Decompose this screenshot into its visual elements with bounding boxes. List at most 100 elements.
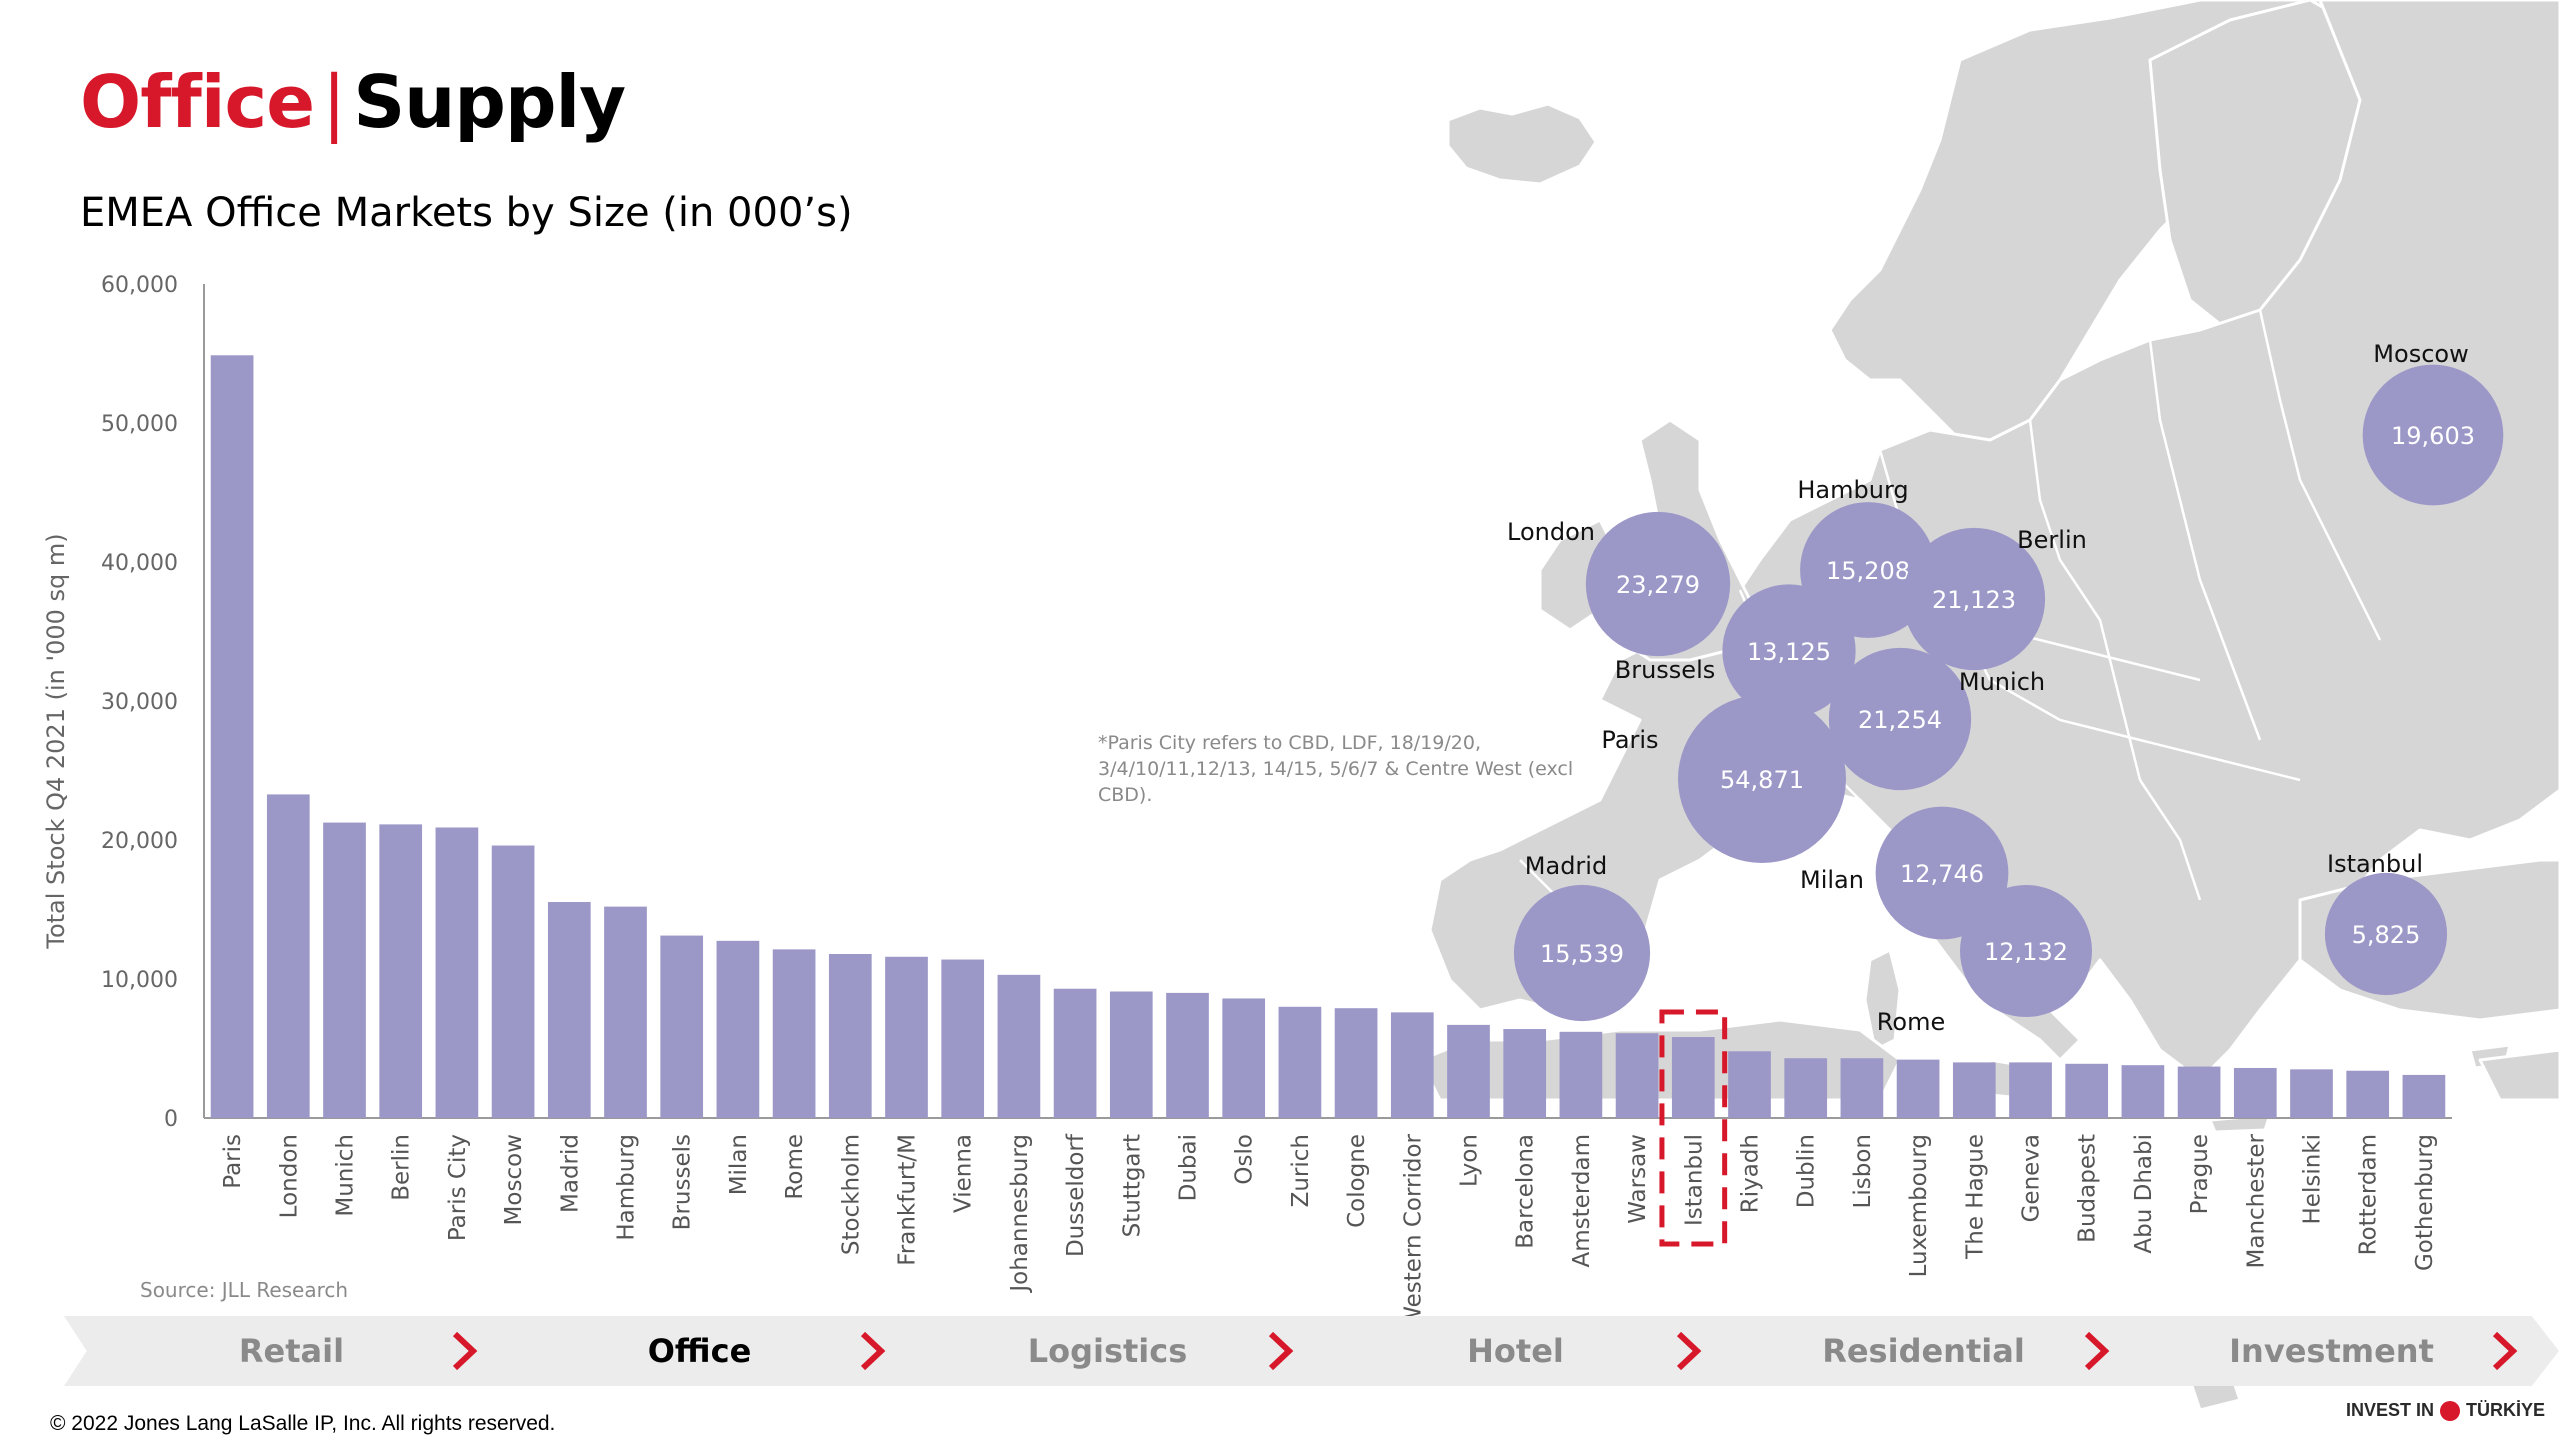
x-tick-label: Amsterdam — [1569, 1134, 1595, 1267]
bar-stockholm — [828, 953, 872, 1118]
title-part-supply: Supply — [353, 60, 626, 144]
bubble-brussels — [1722, 584, 1856, 718]
nav-tab-residential[interactable]: Residential — [1696, 1316, 2151, 1386]
bar-johannesburg — [997, 974, 1041, 1118]
bubble-madrid — [1513, 884, 1651, 1022]
nav-tab-background — [64, 1316, 519, 1386]
bar-hamburg — [604, 906, 647, 1118]
chevron-right-icon — [452, 1331, 478, 1371]
nav-tab-background — [2104, 1316, 2559, 1386]
bar-abu-dhabi — [2121, 1065, 2165, 1118]
x-tick-label: Riyadh — [1738, 1134, 1764, 1213]
bar-prague — [2177, 1066, 2221, 1118]
bubble-value-brussels: 13,125 — [1747, 638, 1831, 666]
bubble-rome — [1960, 885, 2092, 1017]
x-tick-label: Prague — [2187, 1134, 2213, 1214]
nav-tab-retail[interactable]: Retail — [64, 1316, 519, 1386]
bar-budapest — [2065, 1063, 2109, 1118]
x-tick-label: Gothenburg — [2412, 1134, 2438, 1271]
chevron-stroke — [452, 1331, 478, 1371]
x-tick-label: Istanbul — [1681, 1134, 1707, 1226]
bubble-london — [1585, 511, 1731, 657]
x-tick-label: Madrid — [557, 1134, 583, 1213]
page-title: Office | Supply — [80, 60, 626, 144]
bar-rotterdam — [2346, 1070, 2390, 1118]
x-tick-label: Vienna — [951, 1134, 977, 1213]
x-tick-label: Berlin — [389, 1134, 415, 1201]
bubble-city-istanbul: Istanbul — [2327, 850, 2423, 878]
chevron-stroke — [860, 1331, 886, 1371]
bubble-city-berlin: Berlin — [2017, 526, 2087, 554]
title-part-office: Office — [80, 60, 315, 144]
bar-paris-city — [435, 827, 479, 1118]
chevron-right-icon — [1268, 1331, 1294, 1371]
chevron-right-icon — [1676, 1331, 1702, 1371]
nav-tab-investment[interactable]: Investment — [2104, 1316, 2559, 1386]
bar-zurich — [1278, 1006, 1322, 1118]
x-tick-label: Western Corridor — [1400, 1133, 1426, 1320]
x-tick-label: Frankfurt/M — [895, 1134, 921, 1266]
section-nav: Retail Office Logistics Hotel Residential Inv… — [64, 1316, 2559, 1386]
bubble-city-moscow: Moscow — [2373, 340, 2468, 368]
nav-tab-office[interactable]: Office — [472, 1316, 927, 1386]
y-tick-label: 20,000 — [101, 829, 178, 854]
x-tick-label: Zurich — [1288, 1134, 1314, 1207]
bubble-city-paris: Paris — [1601, 726, 1658, 754]
bar-cologne — [1334, 1008, 1378, 1118]
bubble-value-moscow: 19,603 — [2391, 422, 2475, 450]
bar-manchester — [2233, 1067, 2277, 1118]
chevron-stroke — [2084, 1331, 2110, 1371]
highlight-box — [1659, 1009, 1728, 1247]
x-tick-label: Manchester — [2243, 1133, 2269, 1268]
title-separator: | — [322, 60, 346, 144]
chevron-stroke — [1676, 1331, 1702, 1371]
x-tick-label: Geneva — [2019, 1134, 2045, 1222]
x-tick-label: Luxembourg — [1906, 1134, 1932, 1277]
x-tick-label: Brussels — [670, 1134, 696, 1230]
bar-dubai — [1166, 992, 1209, 1118]
x-tick-label: Oslo — [1232, 1134, 1258, 1185]
bubble-value-milan: 12,746 — [1900, 860, 1984, 888]
bubble-city-milan: Milan — [1800, 866, 1864, 894]
x-tick-label: Paris City — [445, 1134, 471, 1241]
bubble-value-paris: 54,871 — [1720, 766, 1804, 794]
bar-dusseldorf — [1053, 988, 1097, 1118]
bar-gothenburg — [2402, 1074, 2446, 1118]
nav-tab-hotel[interactable]: Hotel — [1288, 1316, 1743, 1386]
nav-tab-label: Logistics — [1027, 1332, 1188, 1370]
x-tick-label: Stockholm — [838, 1134, 864, 1255]
border-line — [2258, 309, 2382, 641]
nav-tab-logistics[interactable]: Logistics — [880, 1316, 1335, 1386]
bubble-value-hamburg: 15,208 — [1826, 557, 1910, 585]
bubble-city-london: London — [1507, 518, 1595, 546]
source-note: Source: JLL Research — [140, 1278, 349, 1302]
invest-in-turkiye-logo: INVEST IN TÜRKİYE — [2346, 1400, 2545, 1421]
x-tick-label: Paris — [220, 1134, 246, 1189]
bar-brussels — [660, 935, 704, 1118]
bubble-city-munich: Munich — [1959, 668, 2045, 696]
x-tick-label: The Hague — [1962, 1134, 1988, 1260]
x-tick-label: Milan — [726, 1134, 752, 1195]
bar-istanbul — [1671, 1037, 1715, 1118]
x-tick-label: Rome — [782, 1134, 808, 1200]
x-tick-label: Dubai — [1176, 1134, 1202, 1201]
brand-mark-icon — [2440, 1400, 2461, 1421]
bar-frankfurt-m — [885, 956, 928, 1118]
nav-tab-label: Hotel — [1467, 1332, 1564, 1370]
bar-barcelona — [1503, 1029, 1547, 1118]
y-tick-label: 60,000 — [101, 273, 178, 298]
y-tick-label: 40,000 — [101, 551, 178, 576]
brand-right-text: TÜRKİYE — [2466, 1400, 2546, 1420]
nav-tab-background — [1288, 1316, 1743, 1386]
chart-subtitle: EMEA Office Markets by Size (in 000’s) — [80, 190, 853, 236]
corsica-sardinia-shape — [1863, 948, 1902, 1052]
bubble-paris — [1678, 695, 1846, 863]
bubble-value-istanbul: 5,825 — [2352, 921, 2421, 949]
chevron-right-icon — [2084, 1331, 2110, 1371]
y-tick-label: 50,000 — [101, 412, 178, 437]
brand-left-text: INVEST IN — [2346, 1400, 2435, 1420]
bar-helsinki — [2290, 1069, 2333, 1118]
bubble-value-munich: 21,254 — [1858, 706, 1942, 734]
bar-paris — [210, 355, 254, 1118]
